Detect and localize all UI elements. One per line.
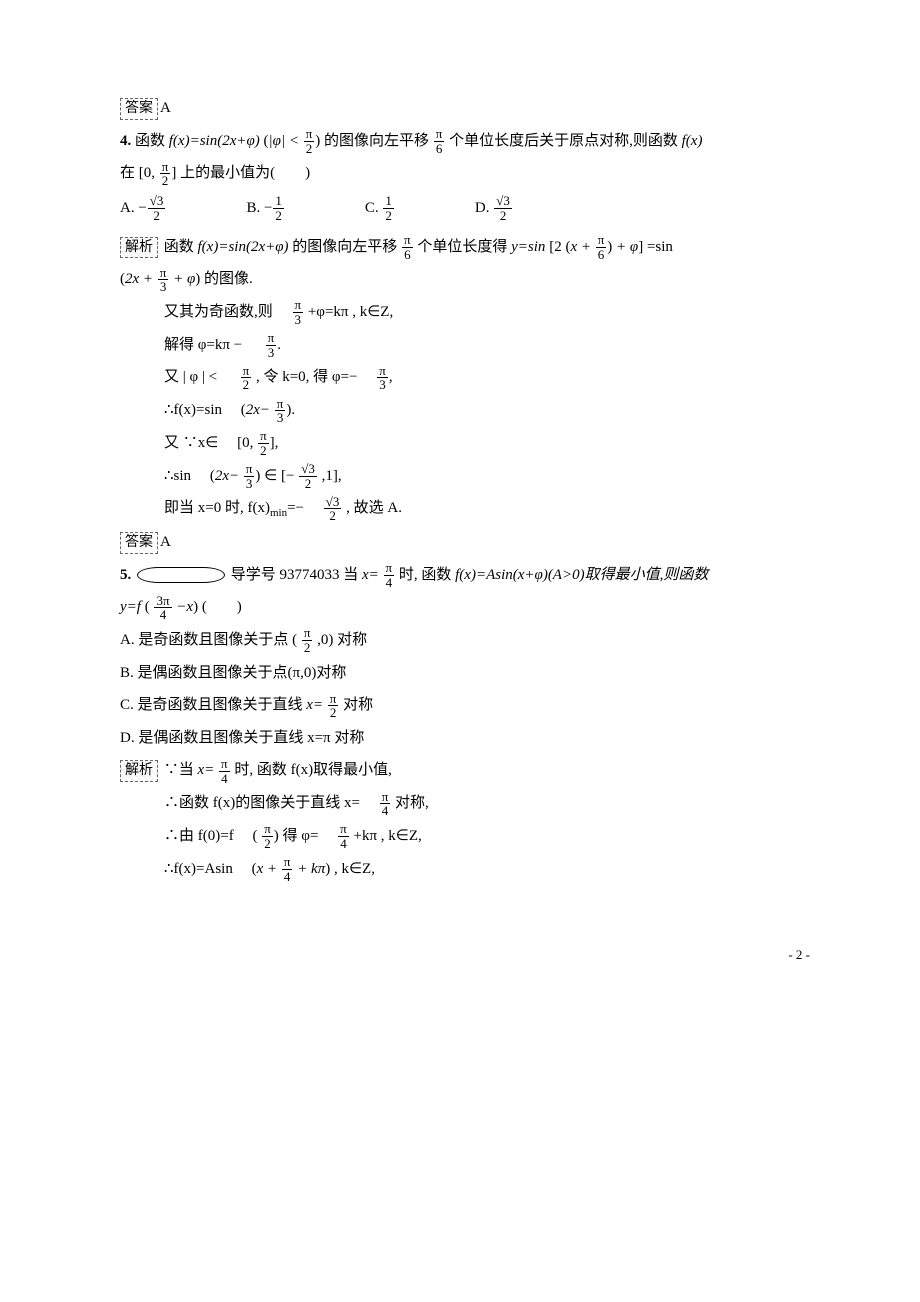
q4-zero: 0,: [144, 165, 155, 181]
q5-f0: ∴由 f(0)=f ( π2) 得 φ= π4 +kπ , k∈Z,: [164, 822, 810, 851]
q4-min: 即当 x=0 时, f(x)min=− √32 , 故选 A.: [164, 494, 810, 524]
q4-odd: 又其为奇函数,则 π3 +φ=kπ , k∈Z,: [164, 298, 810, 327]
q4-optD: D. √32: [475, 194, 513, 223]
q4-half: π2: [160, 160, 171, 188]
expl-box: 解析: [120, 760, 158, 782]
answer-value-3: A: [160, 100, 171, 116]
q4-optB: B. −12: [246, 194, 284, 223]
q4-shift-b: 个单位长度后关于原点对称,则函数: [449, 133, 682, 149]
q5-optB: B. 是偶函数且图像关于点(π,0)对称: [120, 659, 810, 688]
q4-pi2: π2: [304, 127, 315, 155]
q4-stem-2: 在 [0, π2] 上的最小值为( ): [120, 159, 810, 188]
q4-stem: 4. 函数 f(x)=sin(2x+φ) (|φ| < π2) 的图像向左平移 …: [120, 127, 810, 156]
q4-xin: 又 ∵x∈ [0, π2],: [164, 429, 810, 458]
q4-solve: 解得 φ=kπ − π3.: [164, 331, 810, 360]
answer-box: 答案: [120, 98, 158, 120]
answer-line-3: 答案A: [120, 94, 810, 123]
q4-again: 又 | φ | < π2 , 令 k=0, 得 φ=− π3,: [164, 363, 810, 392]
q5-expl-1: 解析 ∵当 x= π4 时, 函数 f(x)取得最小值,: [120, 756, 810, 785]
q5-optC: C. 是奇函数且图像关于直线 x= π2 对称: [120, 691, 810, 720]
q4-fx: f(x)=sin(2x+φ): [169, 133, 260, 149]
q4e-pi6: π6: [402, 233, 413, 261]
q4e-b: 的图像向左平移: [292, 239, 397, 255]
expl-box: 解析: [120, 237, 158, 259]
q4-optA: A. −√32: [120, 194, 166, 223]
q5-fx: f(x)=Asin(x+φ)(A>0)取得最小值,则函数: [455, 567, 708, 583]
page-number: - 2 -: [120, 943, 810, 968]
q5-stem: 5. 导学号 93774033 当 x= π4 时, 函数 f(x)=Asin(…: [120, 561, 810, 590]
q4-shift-a: 的图像向左平移: [324, 133, 429, 149]
q4-tail: 上的最小值为( ): [180, 165, 310, 181]
oval-icon: [137, 567, 225, 583]
q4-expl-2: (2x + π3 + φ) 的图像.: [120, 265, 810, 294]
answer-line-4: 答案A: [120, 528, 810, 557]
answer-box: 答案: [120, 532, 158, 554]
q5-optD: D. 是偶函数且图像关于直线 x=π 对称: [120, 724, 810, 753]
q4e-tail: 的图像.: [204, 271, 253, 287]
q4-optC: C. 12: [365, 194, 395, 223]
q5-sym: ∴函数 f(x)的图像关于直线 x= π4 对称,: [164, 789, 810, 818]
q4-absphi: |φ| <: [269, 133, 299, 149]
q5-fxA: ∴f(x)=Asin (x + π4 + kπ) , k∈Z,: [164, 855, 810, 884]
q4-on: 在: [120, 165, 135, 181]
q5-optA: A. 是奇函数且图像关于点 ( π2 ,0) 对称: [120, 626, 810, 655]
q4-t1: 函数: [135, 133, 169, 149]
q5-num: 5.: [120, 567, 131, 583]
q4e-eqsin: =sin: [647, 239, 673, 255]
q4-sofx: ∴f(x)=sin (2x− π3).: [164, 396, 810, 425]
q4-sinrange: ∴sin (2x− π3) ∈ [− √32 ,1],: [164, 462, 810, 491]
q4-num: 4.: [120, 133, 131, 149]
q4e-c: 个单位长度得: [417, 239, 511, 255]
q4-fx2: f(x): [682, 133, 703, 149]
q5-yf: y=f ( 3π4 −x) ( ): [120, 593, 810, 622]
q4-options: A. −√32 B. −12 C. 12 D. √32: [120, 194, 810, 223]
q4e-fx: f(x)=sin(2x+φ): [198, 239, 289, 255]
q4e-a: 函数: [164, 239, 198, 255]
q5-dxh: 导学号 93774033 当: [231, 567, 362, 583]
q4e-y: y=sin: [511, 239, 545, 255]
q4-expl-1: 解析 函数 f(x)=sin(2x+φ) 的图像向左平移 π6 个单位长度得 y…: [120, 233, 810, 262]
answer-value-4: A: [160, 534, 171, 550]
q4-pi6: π6: [434, 127, 445, 155]
